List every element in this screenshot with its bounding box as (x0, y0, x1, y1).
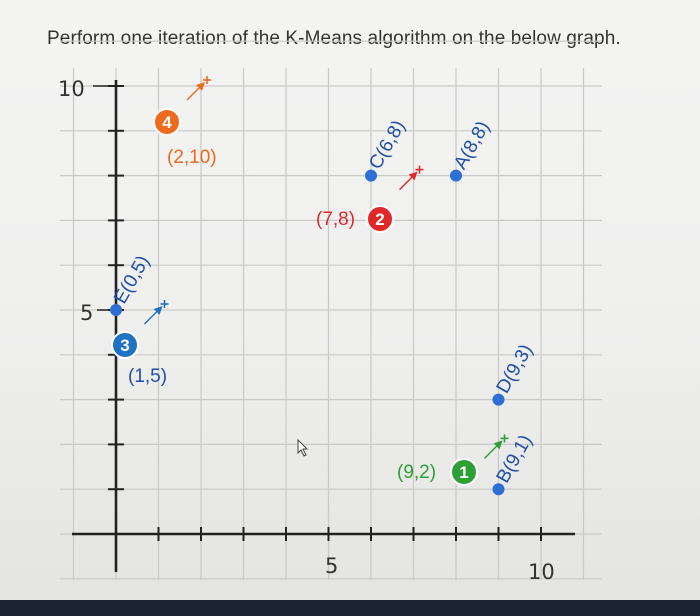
centroid-label-3: (1,5) (128, 366, 167, 387)
centroid-badge-2 (366, 205, 394, 233)
data-point-A (450, 169, 462, 182)
centroid-move-arrow-4 (186, 82, 205, 101)
mouse-cursor-icon (297, 438, 309, 457)
centroid-move-arrow-2 (399, 171, 418, 191)
centroid-number-1: 1 (459, 463, 468, 482)
grid-lines (60, 40, 602, 580)
y-tick-label-5: 5 (80, 301, 93, 325)
centroid-badge-4 (153, 108, 181, 136)
axes (72, 80, 575, 572)
data-point-label-C: C(6,8) (365, 117, 410, 173)
y-tick-label-10: 10 (58, 77, 85, 101)
data-point-E (110, 304, 122, 316)
centroid-move-arrow-3 (144, 306, 163, 325)
data-point-label-A: A(8,8) (450, 118, 494, 173)
centroid-label-1: (9,2) (397, 462, 436, 483)
centroid-number-4: 4 (162, 113, 172, 132)
kmeans-graph: 10 5 5 10 A(8,8)B(9,1)C(6,8)D(9,3)E(0,5)… (58, 40, 602, 584)
x-tick-label-10: 10 (528, 560, 555, 584)
centroid-badge-1 (450, 458, 478, 486)
data-point-label-B: B(9,1) (493, 431, 537, 486)
centroid-move-arrow-1 (484, 440, 503, 459)
centroid-number-3: 3 (120, 336, 129, 355)
data-point-label-D: D(9,3) (493, 341, 538, 397)
centroid-label-4: (2,10) (167, 147, 217, 168)
centroid-badge-3 (111, 331, 139, 359)
data-point-D (492, 393, 505, 406)
centroid-number-2: 2 (375, 210, 384, 229)
x-tick-label-5: 5 (325, 554, 338, 578)
bottom-bar (0, 600, 700, 616)
data-point-C (365, 169, 377, 182)
centroids: 1 (9,2) 2 (7,8) 3 (1,5) 4 (2,10) (111, 76, 509, 486)
data-point-B (492, 483, 505, 496)
data-points: A(8,8)B(9,1)C(6,8)D(9,3)E(0,5) (110, 117, 538, 496)
question-text: Perform one iteration of the K-Means alg… (47, 28, 621, 49)
centroid-label-2: (7,8) (316, 209, 355, 230)
